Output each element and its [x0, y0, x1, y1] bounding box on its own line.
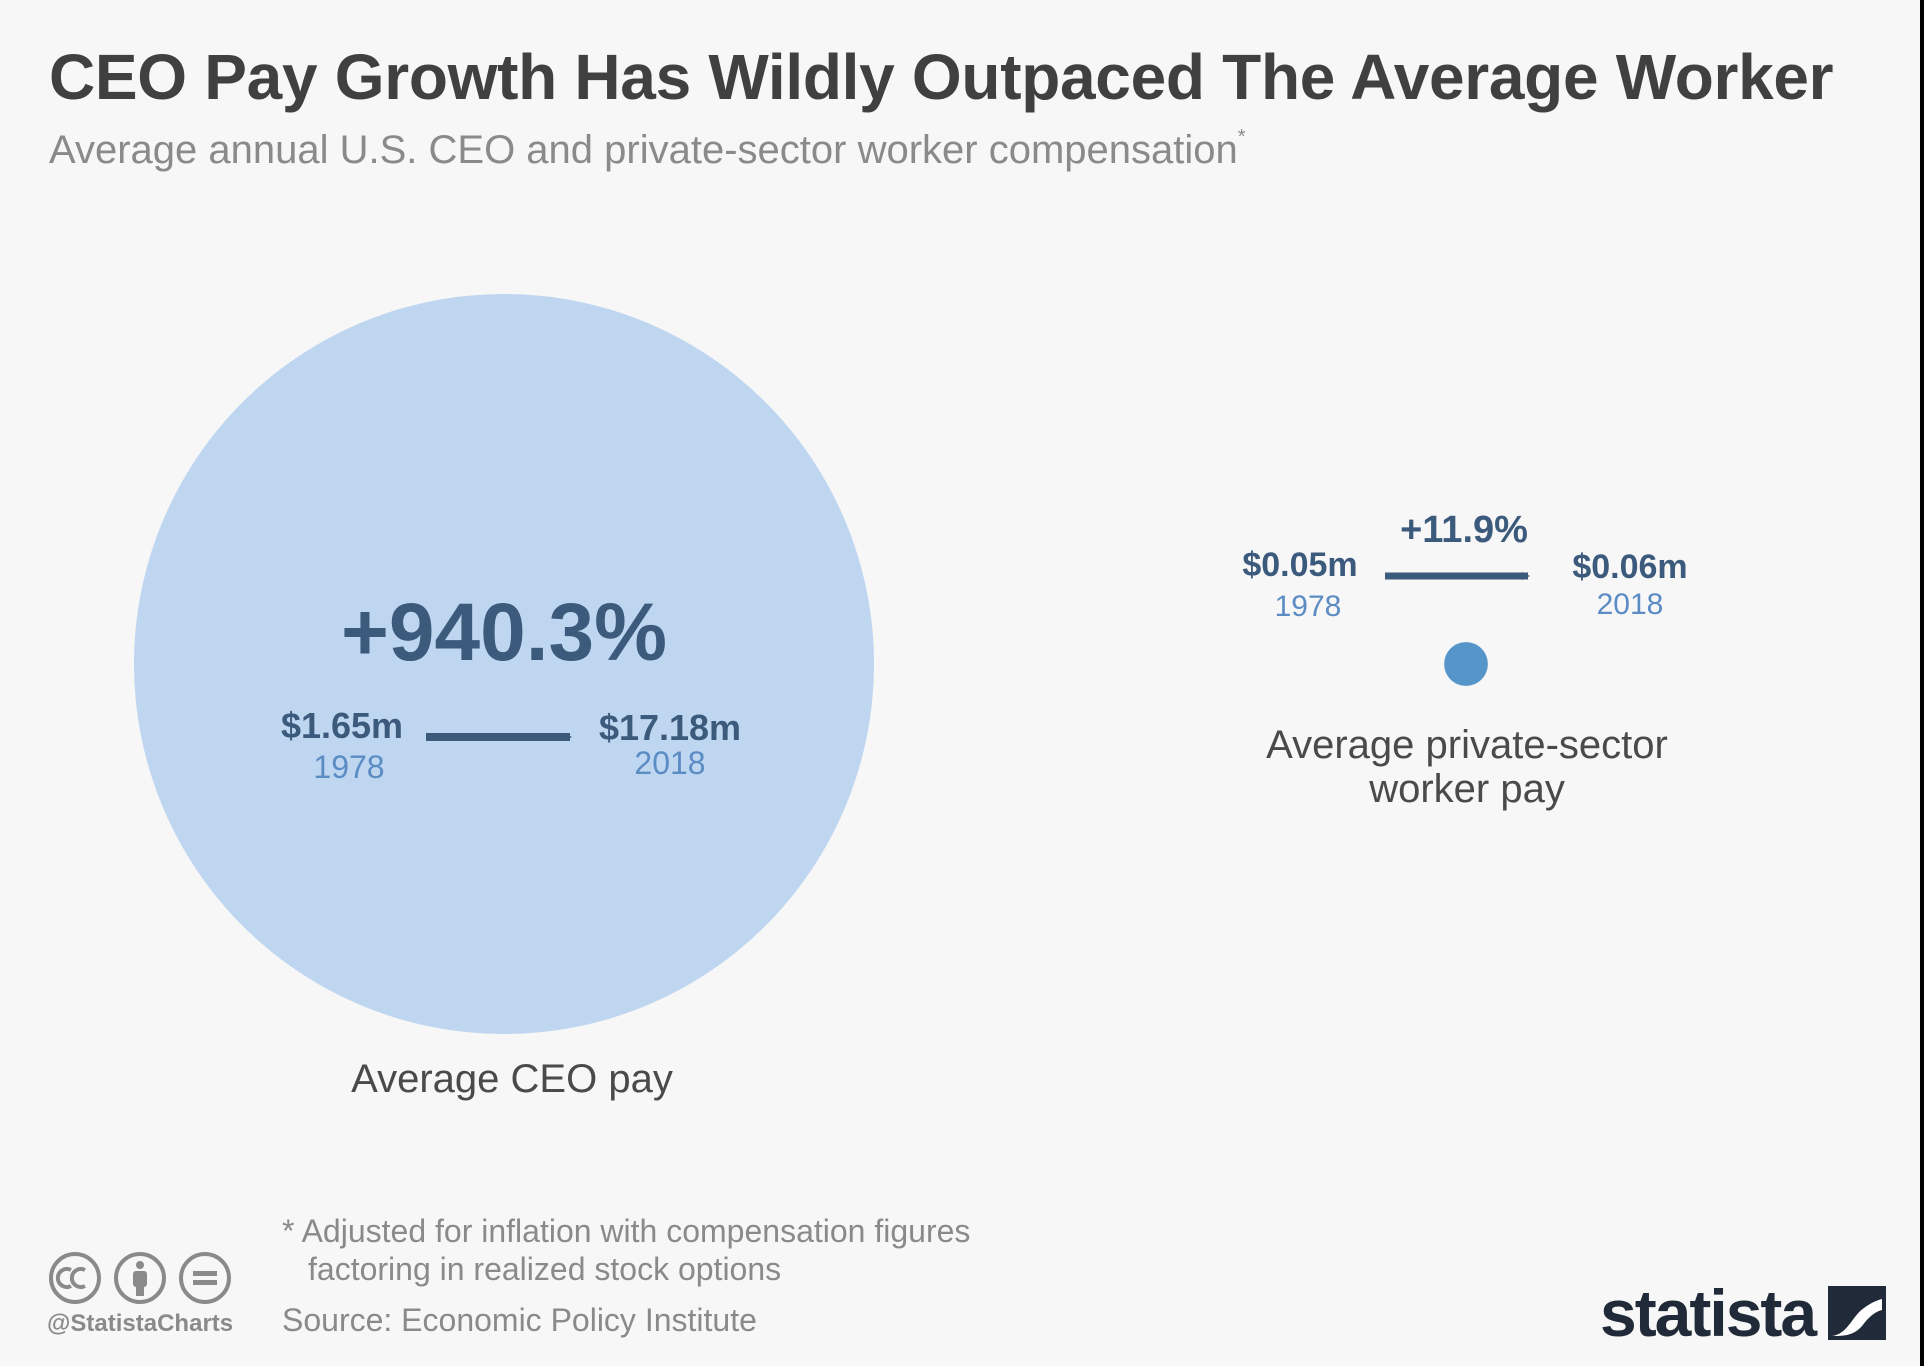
subtitle-text: Average annual U.S. CEO and private-sect…: [49, 128, 1238, 172]
ceo-pay-1978-value: $1.65m: [281, 705, 403, 746]
worker-pay-2018-value: $0.06m: [1572, 548, 1687, 586]
chart-subtitle: Average annual U.S. CEO and private-sect…: [49, 125, 1246, 173]
ceo-pay-bubble: [134, 294, 874, 1034]
worker-pay-1978-value: $0.05m: [1242, 546, 1357, 584]
worker-pay-series-label-line-2: worker pay: [1368, 767, 1565, 811]
worker-pay-bubble: [1444, 642, 1488, 686]
chart-title: CEO Pay Growth Has Wildly Outpaced The A…: [49, 41, 1834, 113]
worker-pay-change-label: +11.9%: [1400, 509, 1528, 551]
social-handle[interactable]: @StatistaCharts: [47, 1310, 234, 1337]
ceo-pay-1978-year: 1978: [313, 749, 384, 785]
footnote-line-2: factoring in realized stock options: [308, 1251, 782, 1287]
logo-wordmark: statista: [1600, 1276, 1817, 1350]
no-derivatives-icon[interactable]: [179, 1252, 231, 1304]
ceo-pay-change-label: +940.3%: [341, 587, 667, 678]
footnote: * Adjusted for inflation with compensati…: [282, 1212, 970, 1288]
worker-pay-1978-year: 1978: [1275, 590, 1342, 623]
ceo-pay-2018-value: $17.18m: [599, 707, 741, 748]
statista-logo[interactable]: statista: [1600, 1278, 1886, 1348]
license-icons[interactable]: [47, 1248, 237, 1308]
attribution-icon[interactable]: [114, 1252, 166, 1304]
footnote-line-1: * Adjusted for inflation with compensati…: [282, 1213, 971, 1249]
subtitle-footnote-marker: *: [1237, 125, 1246, 148]
ceo-pay-series-label: Average CEO pay: [351, 1057, 673, 1101]
worker-pay-2018-year: 2018: [1597, 588, 1664, 621]
ceo-pay-2018-year: 2018: [634, 745, 705, 781]
logo-mark-icon: [1827, 1286, 1886, 1340]
source-note: Source: Economic Policy Institute: [282, 1302, 757, 1338]
creative-commons-icon[interactable]: [49, 1252, 101, 1304]
worker-pay-series-label-line-1: Average private-sector: [1266, 723, 1668, 767]
